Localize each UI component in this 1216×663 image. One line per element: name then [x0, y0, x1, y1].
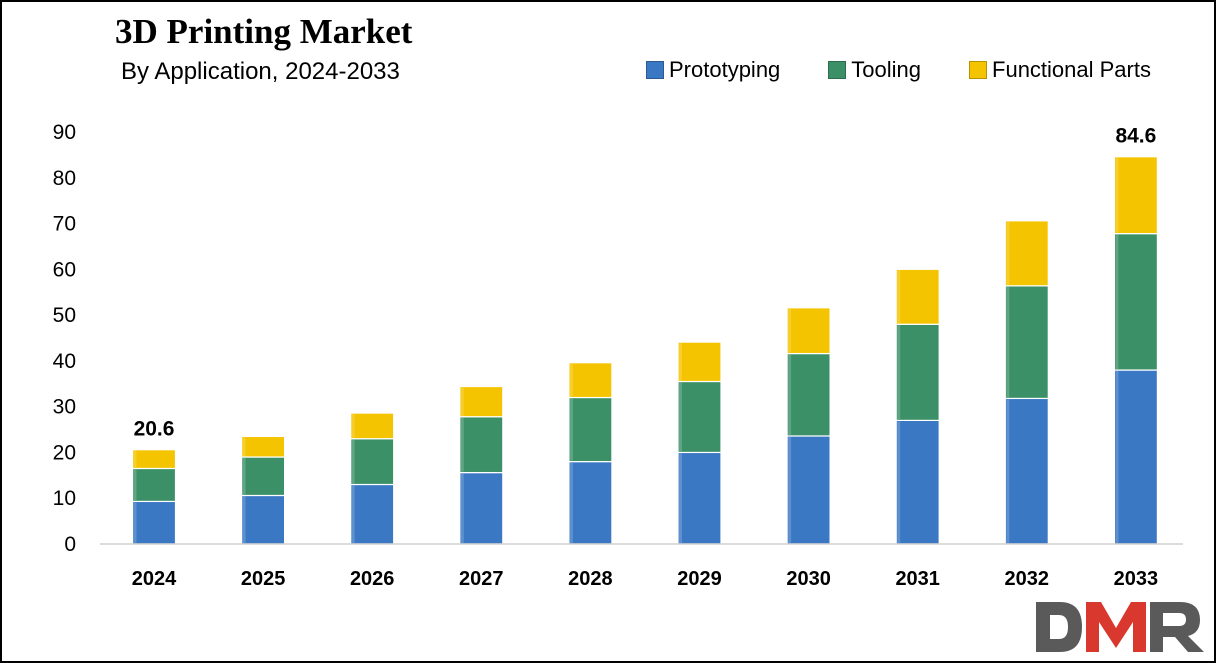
y-tick-label: 0: [64, 533, 76, 556]
bar-segment-highlight: [133, 502, 137, 543]
bar-segment-functional-parts: [350, 412, 395, 440]
bar-segment-functional-parts: [241, 435, 286, 458]
y-tick-label: 70: [53, 213, 76, 236]
bar-segment-highlight: [242, 496, 246, 543]
bar-segment-highlight: [788, 308, 792, 353]
y-tick-label: 10: [53, 487, 76, 510]
x-tick-label: 2026: [350, 568, 395, 590]
bar-segment-prototyping: [895, 419, 940, 545]
bar-segment-highlight: [569, 363, 573, 397]
x-tick-label: 2027: [459, 568, 504, 590]
bar-segment-highlight: [133, 469, 137, 501]
bar-segment-highlight: [897, 325, 901, 420]
bar-segment-prototyping: [568, 461, 613, 545]
legend-item-prototyping: Prototyping: [646, 57, 780, 83]
x-tick-label: 2025: [241, 568, 286, 590]
bar-segment-highlight: [897, 421, 901, 543]
x-tick-label: 2032: [1005, 568, 1050, 590]
chart-title: 3D Printing Market: [115, 12, 413, 51]
bar-segment-tooling: [241, 456, 286, 497]
bar-segment-highlight: [788, 436, 792, 543]
bar-segment-highlight: [351, 414, 355, 438]
y-tick-label: 60: [53, 258, 76, 281]
bar-segment-prototyping: [1004, 397, 1049, 545]
y-tick-label: 50: [53, 304, 76, 327]
legend-swatch-prototyping: [646, 61, 664, 79]
bar-segment-highlight: [242, 458, 246, 495]
bar-segment-tooling: [131, 467, 177, 503]
data-label: 20.6: [134, 418, 175, 441]
x-tick-label: 2024: [132, 568, 177, 590]
bar-segment-prototyping: [459, 471, 504, 545]
bar-segment-functional-parts: [1004, 220, 1049, 287]
y-tick-label: 30: [53, 396, 76, 419]
bar-segment-highlight: [569, 398, 573, 461]
bar-segment-tooling: [568, 396, 613, 463]
legend-swatch-functional-parts: [969, 61, 988, 79]
bar-segment-highlight: [1115, 371, 1119, 543]
bar-segment-highlight: [460, 417, 464, 472]
y-tick-label: 80: [53, 167, 76, 190]
bar-segment-tooling: [677, 380, 722, 454]
bar-segment-functional-parts: [568, 362, 613, 399]
bar-segment-tooling: [895, 323, 940, 421]
x-tick-label: 2029: [677, 568, 722, 590]
bar-segment-functional-parts: [459, 385, 504, 418]
bar-segment-functional-parts: [1113, 156, 1159, 235]
y-tick-label: 20: [53, 441, 76, 464]
bar-segment-prototyping: [241, 494, 286, 545]
legend-item-tooling: Tooling: [828, 57, 921, 83]
bar-segment-highlight: [133, 450, 137, 468]
bar-segment-highlight: [351, 439, 355, 484]
bar-segment-highlight: [679, 343, 682, 381]
legend-item-functional-parts: Functional Parts: [969, 57, 1151, 83]
legend-swatch-tooling: [828, 61, 847, 79]
x-tick-label: 2030: [786, 568, 831, 590]
bar-segment-highlight: [460, 473, 464, 543]
bar-segment-highlight: [351, 485, 355, 543]
bar-segment-tooling: [1113, 233, 1159, 371]
bar-segment-prototyping: [131, 500, 177, 545]
bar-segment-tooling: [1004, 285, 1049, 400]
bar-segment-tooling: [350, 438, 395, 486]
bar-segment-prototyping: [350, 483, 395, 545]
bar-segment-highlight: [788, 354, 792, 435]
data-label: 84.6: [1115, 125, 1156, 148]
y-tick-label: 90: [53, 121, 76, 144]
x-tick-label: 2031: [895, 568, 940, 590]
bar-segment-functional-parts: [786, 307, 831, 355]
bar-segment-highlight: [679, 453, 682, 543]
bar-segment-prototyping: [786, 435, 831, 545]
bar-segment-tooling: [459, 416, 504, 474]
bar-segment-highlight: [460, 387, 464, 416]
bar-segment-highlight: [1006, 221, 1010, 285]
bar-segment-highlight: [1115, 157, 1119, 233]
x-tick-label: 2028: [568, 568, 613, 590]
chart-subtitle: By Application, 2024-2033: [121, 58, 400, 85]
bar-segment-prototyping: [677, 451, 722, 545]
y-tick-label: 40: [53, 350, 76, 373]
bar-segment-highlight: [1006, 286, 1010, 398]
bar-segment-functional-parts: [677, 341, 722, 383]
dmr-logo: [1036, 602, 1204, 652]
bar-segment-tooling: [786, 352, 831, 437]
legend-label-functional-parts: Functional Parts: [992, 57, 1151, 82]
x-tick-label: 2033: [1114, 568, 1159, 590]
bar-segment-highlight: [1006, 399, 1010, 543]
bar-segment-functional-parts: [131, 449, 177, 470]
legend-label-prototyping: Prototyping: [669, 57, 781, 82]
bar-segment-highlight: [1115, 234, 1119, 370]
bar-segment-highlight: [897, 270, 901, 324]
bar-segment-highlight: [679, 382, 682, 452]
bar-segment-functional-parts: [895, 268, 940, 325]
bar-segment-highlight: [242, 437, 246, 457]
bar-segment-prototyping: [1113, 369, 1159, 545]
chart-legend: Prototyping Tooling Functional Parts: [646, 57, 1151, 83]
legend-label-tooling: Tooling: [851, 57, 922, 82]
bar-segment-highlight: [569, 462, 573, 543]
